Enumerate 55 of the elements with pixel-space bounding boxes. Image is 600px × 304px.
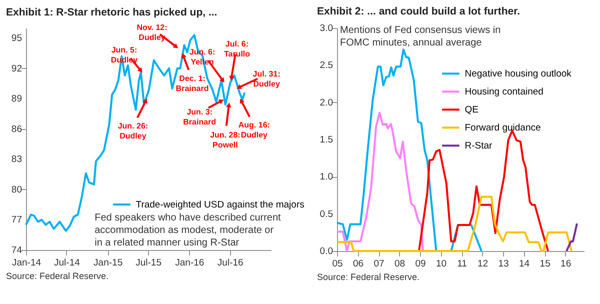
y-tick-label: 89	[11, 94, 22, 105]
legend-label: Housing contained	[464, 86, 544, 98]
annotation: Aug. 16: Dudley	[238, 120, 270, 140]
y-tick-label: 95	[11, 33, 22, 44]
legend-label: Negative housing outlook	[464, 68, 572, 80]
annotation: Jun. 3: Brainard	[183, 108, 216, 127]
annotation: Jun. 26: Dudley	[118, 122, 148, 141]
x-tick-label: Jul-14	[54, 258, 80, 268]
y-tick-label: 1.0	[320, 172, 333, 183]
y-tick-label: 2.5	[320, 60, 333, 72]
annotation: Jul. 6: Tarullo	[224, 39, 250, 58]
x-tick-label: 11	[457, 258, 467, 270]
y-tick-label: 2.0	[320, 97, 333, 108]
y-tick-label: 77	[11, 214, 22, 226]
x-tick-label: 15	[540, 258, 550, 270]
x-tick-label: 05	[332, 258, 343, 270]
annotation: Jun. 28: Powell	[210, 130, 240, 150]
annotation: Fed speakers who have described current accommodation as modest, moderate or in a related manner using R-Star	[94, 212, 282, 248]
y-tick-label: 3.0	[320, 23, 333, 34]
x-tick-label: 10	[436, 258, 447, 270]
x-tick-label: Jan-16	[175, 258, 204, 268]
chart-subtitle: Mentions of Fed consensus views in FOMC minutes, annual average	[340, 25, 501, 48]
y-tick-label: 92	[11, 63, 22, 74]
x-tick-label: Jan-15	[94, 258, 123, 268]
x-tick-label: 16	[560, 258, 572, 270]
line-series	[336, 196, 573, 252]
x-tick-label: Jul-15	[136, 258, 162, 268]
chart-title: Exhibit 2: ... and could build a lot further.	[317, 6, 520, 18]
legend-label: Trade-weighted USD against the majors	[136, 200, 305, 210]
y-tick-label: 74	[11, 245, 22, 256]
legend-label: R-Star	[464, 140, 492, 152]
x-tick-label: 12	[478, 258, 488, 270]
source-note: Source: Federal Reserve.	[317, 272, 420, 282]
y-tick-label: 83	[11, 154, 22, 166]
x-tick-label: Jan-14	[12, 258, 42, 268]
x-tick-label: 14	[519, 258, 530, 270]
y-tick-label: 80	[11, 184, 22, 196]
legend-label: QE	[464, 104, 478, 116]
y-tick-label: 0.5	[320, 208, 333, 220]
x-tick-label: 07	[374, 258, 384, 270]
legend-label: Forward guidance	[464, 122, 541, 134]
y-tick-label: 0.0	[320, 246, 333, 257]
x-tick-label: 09	[415, 258, 426, 270]
x-tick-label: 06	[352, 258, 364, 270]
x-tick-label: 13	[498, 258, 509, 270]
annotation: Nov. 12: Dudley	[136, 23, 168, 42]
source-note: Source: Federal Reserve.	[6, 271, 109, 281]
chart-title: Exhibit 1: R-Star rhetoric has picked up, ...	[6, 6, 218, 19]
x-tick-label: 08	[394, 258, 406, 270]
y-tick-label: 86	[11, 124, 22, 135]
annotation: Jul. 31: Dudley	[252, 70, 280, 89]
x-tick-label: Jul-16	[217, 258, 244, 268]
y-tick-label: 1.5	[320, 134, 333, 146]
line-series	[336, 112, 424, 252]
annotation: Dec. 1: Brainard	[176, 74, 209, 94]
